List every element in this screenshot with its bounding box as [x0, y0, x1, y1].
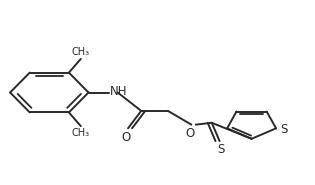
- Text: CH₃: CH₃: [71, 47, 89, 57]
- Text: O: O: [121, 130, 130, 144]
- Text: S: S: [217, 143, 225, 156]
- Text: O: O: [185, 127, 194, 140]
- Text: S: S: [280, 123, 288, 136]
- Text: NH: NH: [110, 85, 128, 98]
- Text: CH₃: CH₃: [71, 128, 89, 138]
